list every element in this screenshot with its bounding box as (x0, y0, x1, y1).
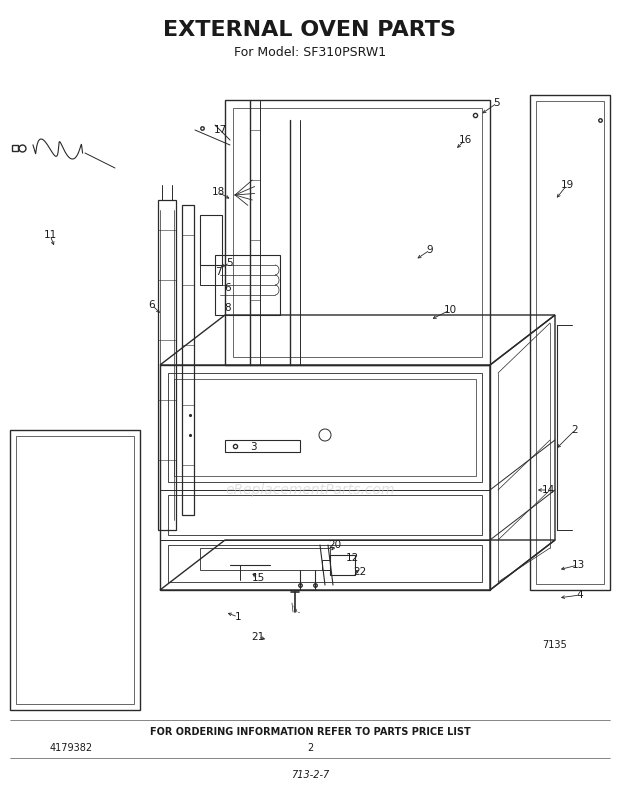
Text: 6: 6 (224, 283, 231, 293)
Text: 13: 13 (572, 560, 585, 570)
Bar (200, 265, 222, 285)
Text: 22: 22 (353, 567, 366, 577)
Bar (322, 560, 330, 570)
Text: 7135: 7135 (542, 640, 567, 650)
Bar (233, 108, 482, 357)
Bar (225, 440, 300, 452)
Bar (200, 548, 330, 570)
Text: 10: 10 (443, 305, 456, 315)
Text: 19: 19 (560, 180, 574, 190)
Text: 5: 5 (494, 98, 500, 108)
Text: 8: 8 (224, 303, 231, 313)
Bar (174, 379, 476, 476)
Text: 14: 14 (541, 485, 555, 495)
Bar (168, 545, 482, 582)
Text: 5: 5 (227, 258, 233, 268)
Text: 1: 1 (235, 612, 241, 622)
Bar (330, 555, 355, 575)
Bar (215, 255, 280, 315)
Bar (168, 373, 482, 482)
Text: eReplacementParts.com: eReplacementParts.com (225, 483, 395, 497)
Text: 6: 6 (149, 300, 156, 310)
Text: 15: 15 (251, 573, 265, 583)
Text: 16: 16 (458, 135, 472, 145)
Text: For Model: SF310PSRW1: For Model: SF310PSRW1 (234, 46, 386, 58)
Text: 3: 3 (250, 442, 256, 452)
Text: 11: 11 (43, 230, 56, 240)
Text: 4: 4 (577, 590, 583, 600)
Text: 713-2-7: 713-2-7 (291, 770, 329, 780)
Text: 7: 7 (215, 267, 221, 277)
Text: EXTERNAL OVEN PARTS: EXTERNAL OVEN PARTS (164, 20, 456, 40)
Bar (536, 101, 604, 584)
Bar (16, 436, 134, 704)
Text: 9: 9 (427, 245, 433, 255)
Text: 18: 18 (211, 187, 224, 197)
Text: 2: 2 (572, 425, 578, 435)
Text: 4179382: 4179382 (50, 743, 93, 753)
Text: 2: 2 (307, 743, 313, 753)
Text: 21: 21 (251, 632, 265, 642)
Text: 20: 20 (329, 540, 342, 550)
Text: 12: 12 (345, 553, 358, 563)
Bar (168, 495, 482, 535)
Text: FOR ORDERING INFORMATION REFER TO PARTS PRICE LIST: FOR ORDERING INFORMATION REFER TO PARTS … (149, 727, 471, 737)
Bar (200, 215, 222, 265)
Text: 17: 17 (213, 125, 227, 135)
